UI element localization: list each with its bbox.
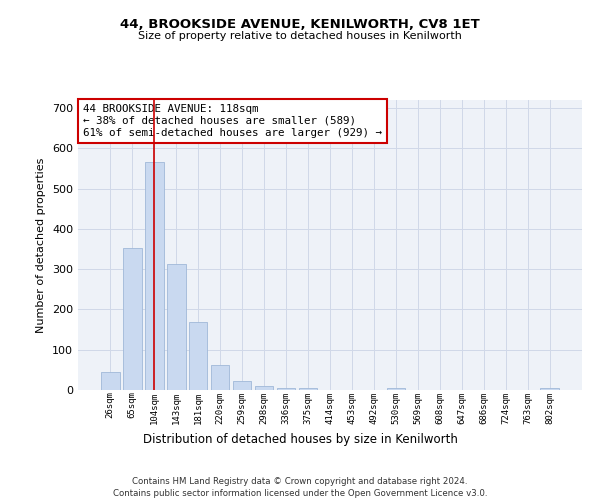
Bar bbox=[299, 388, 317, 390]
Text: 44 BROOKSIDE AVENUE: 118sqm
← 38% of detached houses are smaller (589)
61% of se: 44 BROOKSIDE AVENUE: 118sqm ← 38% of det… bbox=[83, 104, 382, 138]
Bar bbox=[233, 381, 251, 390]
Bar bbox=[255, 386, 274, 390]
Bar bbox=[541, 388, 559, 390]
Bar bbox=[386, 388, 405, 390]
Bar bbox=[123, 248, 142, 390]
Text: 44, BROOKSIDE AVENUE, KENILWORTH, CV8 1ET: 44, BROOKSIDE AVENUE, KENILWORTH, CV8 1E… bbox=[120, 18, 480, 30]
Text: Distribution of detached houses by size in Kenilworth: Distribution of detached houses by size … bbox=[143, 432, 457, 446]
Bar bbox=[211, 365, 229, 390]
Bar bbox=[145, 162, 164, 390]
Text: Contains public sector information licensed under the Open Government Licence v3: Contains public sector information licen… bbox=[113, 489, 487, 498]
Bar bbox=[167, 264, 185, 390]
Text: Contains HM Land Registry data © Crown copyright and database right 2024.: Contains HM Land Registry data © Crown c… bbox=[132, 478, 468, 486]
Y-axis label: Number of detached properties: Number of detached properties bbox=[37, 158, 46, 332]
Bar bbox=[189, 322, 208, 390]
Bar bbox=[101, 372, 119, 390]
Bar bbox=[277, 388, 295, 390]
Text: Size of property relative to detached houses in Kenilworth: Size of property relative to detached ho… bbox=[138, 31, 462, 41]
